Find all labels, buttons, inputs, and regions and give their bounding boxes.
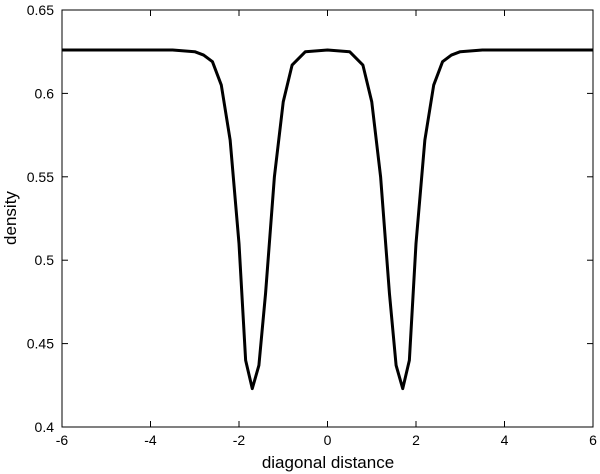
- x-axis-label: diagonal distance: [262, 453, 394, 472]
- plot-frame: [61, 9, 594, 428]
- y-tick-label: 0.65: [27, 2, 54, 18]
- x-tick-label: 0: [324, 432, 332, 448]
- x-tick-label: 6: [589, 432, 597, 448]
- y-axis-label: density: [1, 191, 20, 245]
- x-tick-label: 2: [412, 432, 420, 448]
- x-tick-label: 4: [501, 432, 509, 448]
- x-tick-label: -6: [56, 432, 69, 448]
- y-tick-label: 0.45: [27, 336, 54, 352]
- x-tick-label: -4: [144, 432, 157, 448]
- y-tick-label: 0.6: [35, 85, 55, 101]
- y-tick-label: 0.4: [35, 419, 55, 435]
- x-tick-label: -2: [233, 432, 246, 448]
- y-tick-label: 0.5: [35, 252, 55, 268]
- y-tick-label: 0.55: [27, 169, 54, 185]
- data-line: [62, 48, 593, 391]
